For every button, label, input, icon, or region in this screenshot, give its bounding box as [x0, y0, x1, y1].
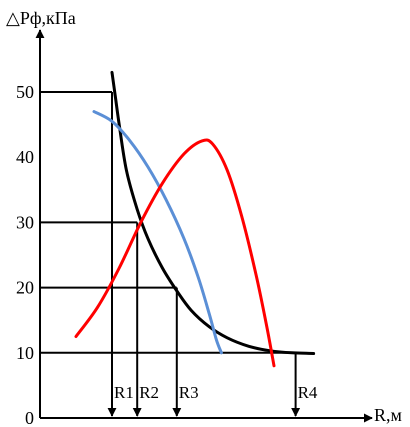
y-tick-label: 50 — [16, 82, 34, 102]
radius-marker-label: R2 — [139, 383, 159, 402]
y-ticks: 0 10 20 30 40 50 — [16, 82, 34, 427]
radius-marker-label: R3 — [179, 383, 199, 402]
y-axis-title: △Pф,кПа — [6, 8, 76, 28]
radius-marker-label: R1 — [114, 383, 134, 402]
series-red-curve — [74, 138, 276, 368]
series-black-curve — [110, 70, 316, 355]
y-tick-label: 20 — [16, 278, 34, 298]
axes — [35, 29, 373, 423]
y-tick-label: 40 — [16, 147, 34, 167]
y-tick-label: 10 — [16, 343, 34, 363]
radius-markers: R1 R2 R3 R4 — [107, 92, 318, 417]
y-tick-label: 30 — [16, 212, 34, 232]
series-lines — [74, 70, 316, 368]
series-blue-curve — [92, 110, 223, 355]
threshold-lines — [40, 91, 296, 354]
x-axis-title: R,м — [374, 405, 402, 425]
radius-marker-label: R4 — [298, 383, 318, 402]
y-tick-label: 0 — [25, 408, 34, 427]
